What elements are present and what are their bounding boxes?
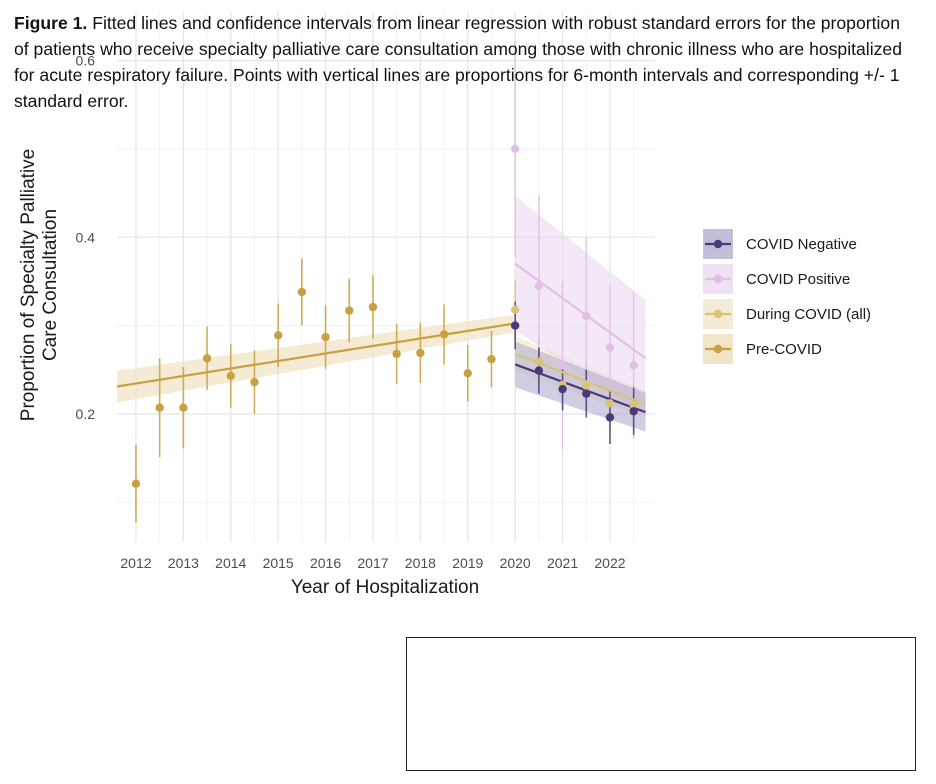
data-point	[392, 349, 401, 359]
legend-key-point	[713, 239, 723, 249]
data-point	[273, 331, 283, 340]
caption-text: Fitted lines and confidence intervals fr…	[14, 13, 902, 111]
figure-caption: Figure 1. Fitted lines and confidence in…	[14, 10, 914, 150]
x-tick-label: 2014	[215, 555, 246, 571]
x-tick-label: 2019	[452, 555, 483, 571]
data-point	[131, 479, 141, 488]
data-point	[605, 343, 615, 352]
y-axis-title-line2: Care Consultation	[40, 209, 61, 361]
ci-band	[515, 195, 646, 417]
data-point	[582, 311, 591, 321]
data-point	[558, 384, 567, 394]
x-tick-label: 2012	[120, 555, 151, 571]
legend-label: During COVID (all)	[746, 306, 871, 323]
data-point	[534, 357, 544, 366]
legend-key-point	[713, 344, 723, 354]
legend-label: COVID Negative	[746, 236, 857, 253]
data-point	[345, 306, 354, 315]
data-point	[629, 400, 638, 410]
chart: 2012 2013 2014 2015 2016 2017 2018 2019 2020 2021…	[18, 12, 871, 598]
legend: COVID Negative COVID Positive During COVID…	[703, 229, 871, 364]
data-point	[250, 377, 259, 387]
data-point	[202, 354, 212, 363]
x-tick-label: 2013	[168, 555, 199, 571]
y-tick-label: 0.4	[76, 229, 96, 245]
x-tick-label: 2021	[547, 555, 578, 571]
x-axis-ticks: 2012 2013 2014 2015 2016 2017 2018 2019 2020 2021…	[120, 555, 625, 571]
data-point	[534, 366, 544, 375]
data-point	[510, 144, 520, 154]
y-tick-label: 0.2	[76, 406, 96, 422]
legend-label: COVID Positive	[746, 271, 850, 288]
x-tick-label: 2022	[594, 555, 625, 571]
data-point	[179, 403, 188, 412]
data-points	[131, 144, 638, 488]
confidence-bands	[117, 195, 646, 432]
data-point	[534, 281, 544, 291]
data-point	[321, 332, 330, 342]
data-point	[487, 354, 496, 364]
caption-label: Figure 1.	[14, 13, 88, 33]
data-point	[629, 407, 638, 416]
data-point	[629, 361, 638, 370]
y-axis-title-line1: Proportion of Specialty Palliative	[18, 149, 39, 421]
caption-box	[406, 637, 916, 771]
ci-band	[117, 314, 513, 403]
data-point	[605, 399, 615, 408]
data-point	[439, 330, 449, 339]
data-point	[155, 403, 164, 412]
x-tick-label: 2016	[310, 555, 341, 571]
y-axis-ticks: 0.2 0.4 0.6	[76, 53, 96, 422]
y-tick-label: 0.6	[76, 53, 96, 69]
data-point	[510, 305, 520, 314]
data-point	[582, 389, 591, 398]
data-point	[558, 361, 567, 370]
data-point	[463, 369, 472, 378]
legend-key-point	[713, 309, 723, 319]
data-point	[582, 381, 591, 390]
x-tick-label: 2018	[405, 555, 436, 571]
data-point	[368, 302, 378, 312]
data-point	[297, 287, 307, 297]
legend-label: Pre-COVID	[746, 341, 822, 358]
x-axis-title: Year of Hospitalization	[291, 577, 479, 598]
x-tick-label: 2015	[263, 555, 294, 571]
data-point	[510, 321, 520, 330]
ci-band	[515, 341, 646, 432]
data-point	[416, 348, 425, 358]
data-point	[226, 371, 235, 381]
fit-line	[116, 322, 513, 388]
x-tick-label: 2020	[500, 555, 531, 571]
fit-line	[514, 262, 647, 360]
legend-key-point	[713, 274, 723, 284]
data-point	[605, 413, 615, 422]
x-tick-label: 2017	[357, 555, 388, 571]
